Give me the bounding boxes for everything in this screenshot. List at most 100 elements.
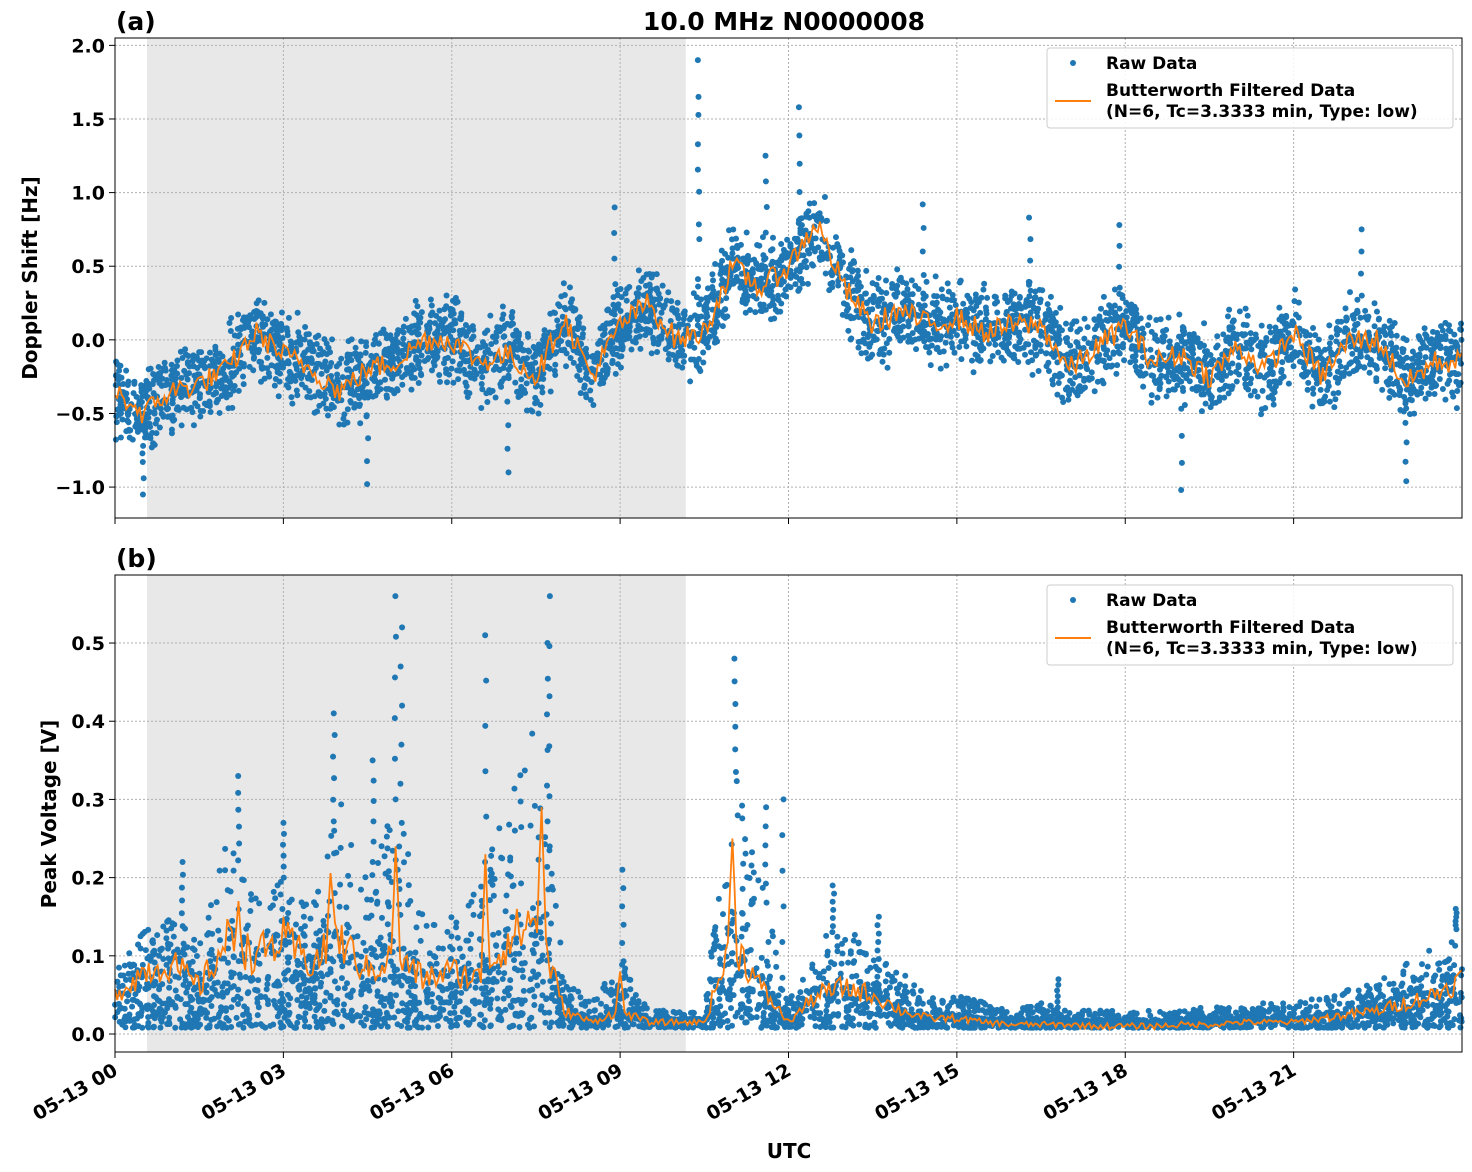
raw-data-point [520,355,527,362]
raw-data-point [1371,347,1378,354]
raw-data-point [1176,311,1183,318]
raw-data-point [1326,398,1333,405]
raw-data-point [765,939,772,946]
raw-data-point [823,253,830,260]
raw-data-point [1278,366,1285,373]
raw-data-point [1387,329,1394,336]
raw-data-point [267,311,274,318]
raw-data-point [284,328,291,335]
raw-data-point [157,405,164,412]
raw-data-point [216,409,223,416]
raw-data-point [769,282,776,289]
raw-data-point [240,381,247,388]
raw-data-point [271,382,278,389]
raw-data-point [783,293,790,300]
raw-data-point [1108,363,1115,370]
raw-data-point [140,442,147,449]
raw-data-point [778,241,785,248]
raw-data-point [862,349,869,356]
raw-data-point [951,349,958,356]
raw-data-point [1123,307,1130,314]
raw-data-point [302,323,309,330]
raw-data-point [1336,1000,1343,1007]
raw-data-point [197,413,204,420]
raw-data-point [1446,377,1453,384]
raw-data-point [581,384,588,391]
raw-data-point [919,201,926,208]
raw-data-point [1276,304,1283,311]
raw-data-point [768,316,775,323]
raw-data-point [874,327,881,334]
raw-data-point [1310,390,1317,397]
raw-data-point [1226,306,1233,313]
raw-data-point [1163,393,1170,400]
y-tick-label: 0.1 [71,946,105,968]
raw-data-point [1105,310,1112,317]
raw-data-point [487,312,494,319]
raw-data-point [1127,324,1134,331]
raw-data-point [117,362,124,369]
raw-data-point [363,412,370,419]
raw-data-point [932,301,939,308]
raw-data-point [478,405,485,412]
raw-data-point [687,378,694,385]
raw-data-point [1214,333,1221,340]
raw-data-point [357,420,364,427]
raw-data-point [1010,351,1017,358]
raw-data-point [666,338,673,345]
raw-data-point [229,404,236,411]
raw-data-point [1140,383,1147,390]
raw-data-point [842,936,849,943]
raw-data-point [1084,324,1091,331]
raw-data-point [304,374,311,381]
raw-data-point [1046,323,1053,330]
raw-data-point [336,360,343,367]
raw-data-point [551,309,558,316]
raw-data-point [1312,332,1319,339]
raw-data-point [233,369,240,376]
raw-data-point [739,297,746,304]
raw-data-point [344,366,351,373]
raw-data-point [1386,394,1393,401]
raw-data-point [1402,400,1409,407]
raw-data-point [462,322,469,329]
raw-data-point [240,314,247,321]
raw-data-point [803,210,810,217]
raw-data-point [740,255,747,262]
raw-data-point [709,271,716,278]
raw-data-point [507,363,514,370]
raw-data-point [274,369,281,376]
raw-data-point [448,365,455,372]
raw-data-point [611,255,618,262]
raw-data-point [467,945,474,952]
raw-data-point [228,314,235,321]
raw-data-point [134,425,141,432]
raw-data-point [1185,345,1192,352]
raw-data-point [368,896,375,903]
raw-data-point [851,259,858,266]
raw-data-point [462,379,469,386]
raw-data-point [1292,286,1299,293]
raw-data-point [1057,304,1064,311]
raw-data-point [1424,963,1431,970]
raw-data-point [1346,289,1353,296]
raw-data-point [1135,370,1142,377]
raw-data-point [412,949,419,956]
raw-data-point [546,365,553,372]
raw-data-point [1262,404,1269,411]
raw-data-point [448,306,455,313]
raw-data-point [1116,305,1123,312]
raw-data-point [351,350,358,357]
raw-data-point [622,290,629,297]
raw-data-point [656,301,663,308]
raw-data-point [339,374,346,381]
raw-data-point [655,290,662,297]
raw-data-point [372,370,379,377]
raw-data-point [626,283,633,290]
raw-data-point [324,412,331,419]
raw-data-point [847,336,854,343]
raw-data-point [648,274,655,281]
raw-data-point [250,349,257,356]
raw-data-point [1235,362,1242,369]
raw-data-point [637,345,644,352]
